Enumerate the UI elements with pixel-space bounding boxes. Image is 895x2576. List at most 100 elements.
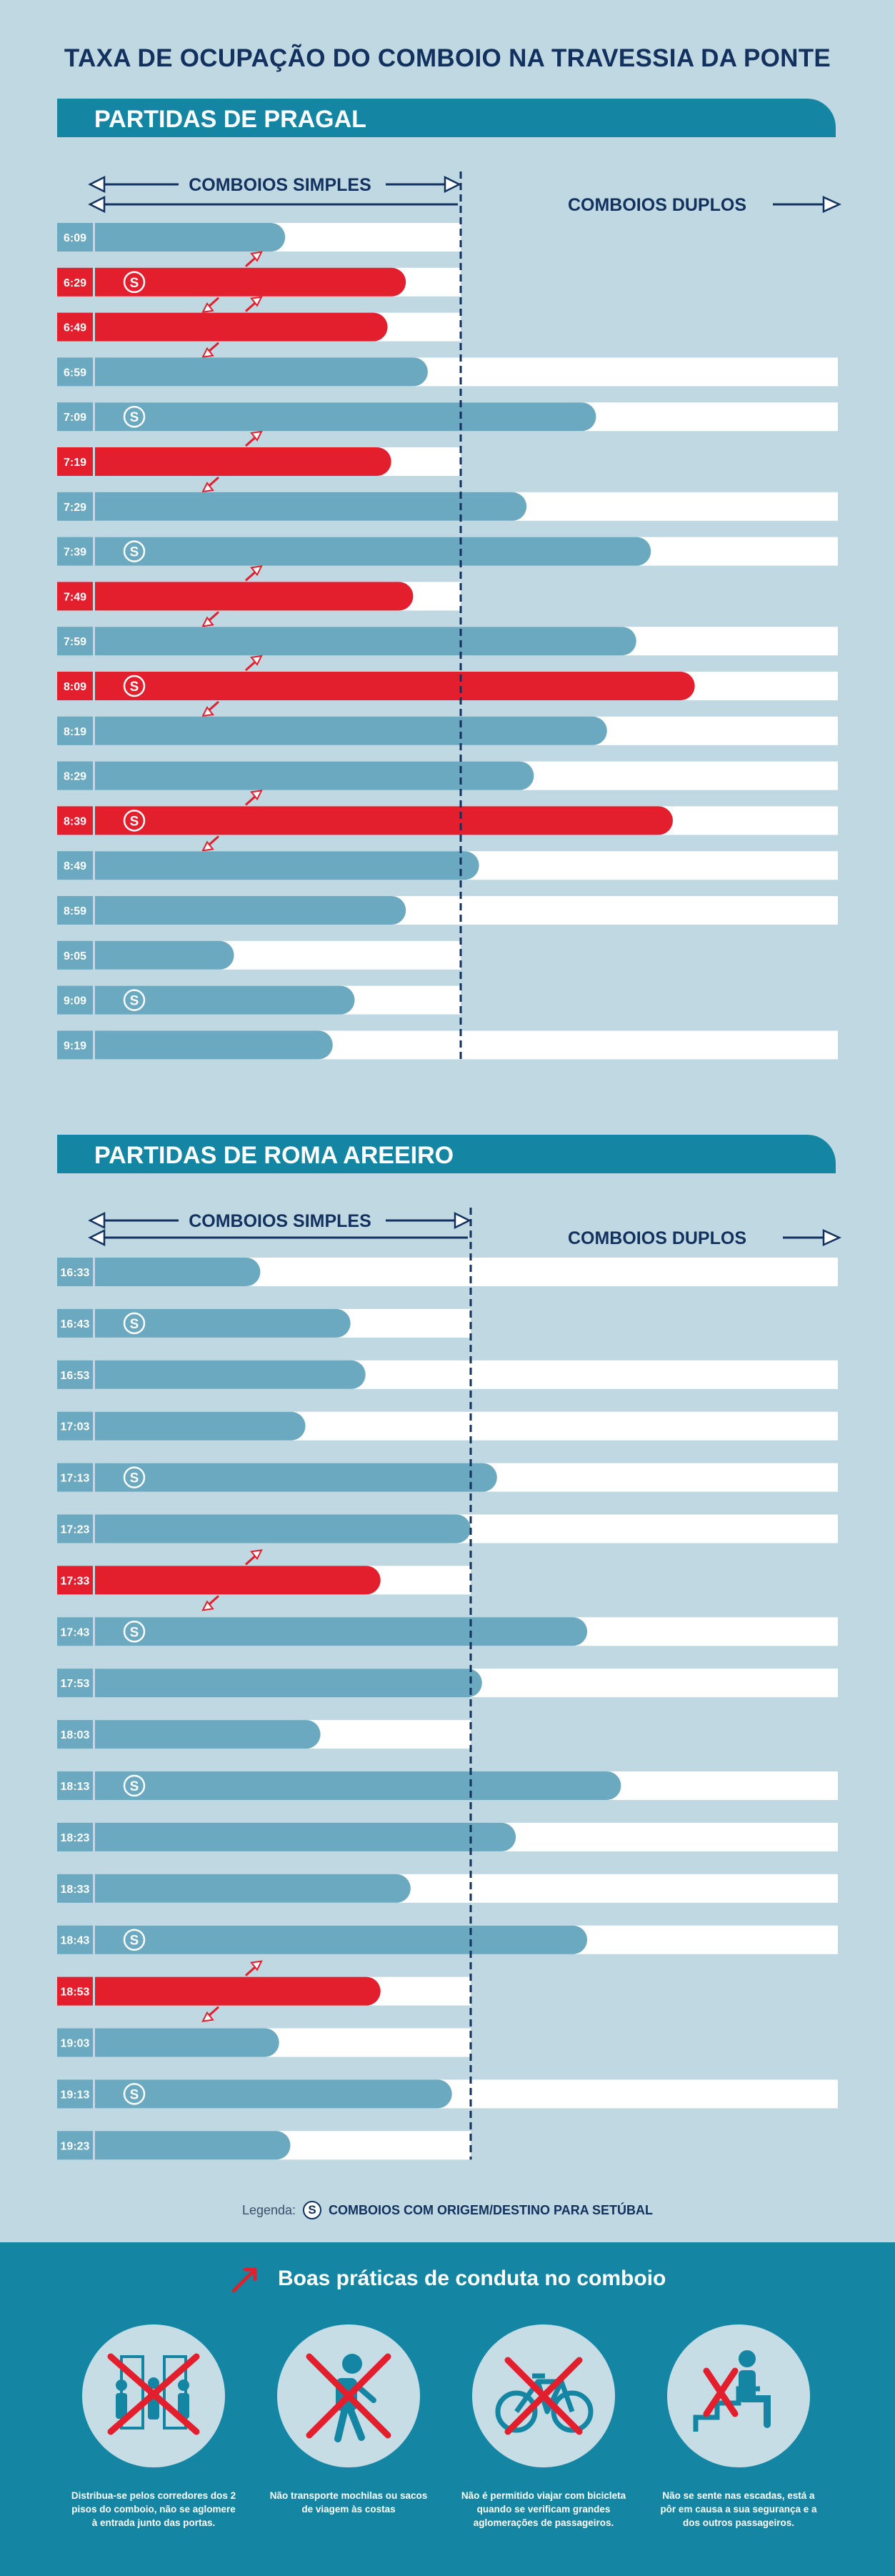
- svg-text:S: S: [130, 680, 139, 695]
- setubal-icon: S: [123, 1774, 146, 1797]
- table-row: 8:09 S: [57, 655, 838, 717]
- departure-time-label: 6:49: [64, 322, 86, 334]
- transfer-down-arrow-icon: [201, 700, 219, 717]
- table-row: 18:33: [57, 1874, 838, 1903]
- svg-text:S: S: [130, 994, 139, 1009]
- departure-label-box: [57, 1308, 93, 1338]
- table-row: 8:19: [57, 716, 838, 745]
- tip-text-distribute: Distribua-se pelos corredores dos 2 piso…: [71, 2490, 236, 2528]
- table-row: 17:53: [57, 1669, 838, 1698]
- table-row: 9:19: [57, 1030, 838, 1060]
- occupancy-bar: [95, 492, 527, 521]
- occupancy-bar: [95, 537, 651, 566]
- table-row: 17:03: [57, 1411, 838, 1441]
- simple-label: COMBOIOS SIMPLES: [189, 1211, 371, 1231]
- setubal-icon: S: [123, 2083, 146, 2105]
- double-label-bg: [462, 192, 773, 217]
- table-row: 19:03: [57, 2028, 471, 2057]
- departure-label-box: [57, 1822, 93, 1851]
- departure-time-label: 18:03: [61, 1729, 90, 1741]
- transfer-up-arrow-icon: [245, 251, 263, 267]
- departure-time-label: 18:23: [61, 1832, 90, 1844]
- table-row: 9:09 S: [57, 985, 461, 1015]
- occupancy-bar: [95, 896, 406, 925]
- table-row: 16:53: [57, 1360, 838, 1389]
- departure-time-label: 17:23: [61, 1524, 90, 1536]
- table-row: 19:13 S: [57, 2079, 838, 2109]
- occupancy-bar: [95, 1976, 381, 2006]
- setubal-icon: S: [123, 271, 146, 294]
- occupancy-bar: [95, 1669, 482, 1698]
- double-arrow-left-head: [88, 1228, 106, 1247]
- departure-time-label: 7:29: [64, 502, 86, 514]
- bicycle-icon: [495, 2357, 594, 2435]
- page-title: TAXA DE OCUPAÇÃO DO COMBOIO NA TRAVESSIA…: [64, 44, 831, 72]
- table-row: 7:29: [57, 492, 838, 521]
- passengers-doors-icon: [107, 2353, 200, 2435]
- transfer-up-arrow-icon: [245, 430, 263, 447]
- departure-label-box: [57, 1669, 93, 1698]
- occupancy-bar: [95, 1566, 381, 1595]
- occupancy-bar: [95, 761, 534, 790]
- occupancy-bar: [95, 985, 355, 1015]
- departure-label-box: [57, 1976, 93, 2006]
- legend-text: COMBOIOS COM ORIGEM/DESTINO PARA SETÚBAL: [329, 2202, 654, 2217]
- table-row: 18:53: [57, 1960, 471, 2022]
- occupancy-bar: [95, 447, 391, 476]
- departure-time-label: 6:29: [64, 277, 86, 289]
- tip-stairs: Não se sente nas escadas, está a pôr em …: [649, 2324, 828, 2530]
- table-row: 17:13 S: [57, 1463, 838, 1492]
- departure-label-box: [57, 1463, 93, 1492]
- departure-time-label: 18:13: [61, 1781, 90, 1793]
- occupancy-bar: [95, 1258, 261, 1286]
- departure-time-label: 18:43: [61, 1935, 90, 1947]
- simple-label: COMBOIOS SIMPLES: [189, 175, 371, 195]
- tip-bicycle: Não é permitido viajar com bicicleta qua…: [454, 2324, 633, 2530]
- departure-label-box: [57, 582, 93, 611]
- departure-time-label: 18:33: [61, 1884, 90, 1896]
- departure-time-label: 7:59: [64, 636, 86, 648]
- departure-label-box: [57, 806, 93, 835]
- stairs-sitting-icon: [693, 2350, 771, 2432]
- chart-header: COMBOIOS SIMPLES COMBOIOS DUPLOS: [88, 172, 842, 217]
- occupancy-bar: [95, 223, 286, 252]
- departure-label-box: [57, 851, 93, 880]
- svg-text:S: S: [130, 1625, 139, 1640]
- departure-time-label: 6:09: [64, 232, 86, 244]
- table-row: 7:09 S: [57, 402, 838, 432]
- departure-label-box: [57, 1258, 93, 1286]
- table-row: 17:43 S: [57, 1617, 838, 1646]
- departure-label-box: [57, 1720, 93, 1749]
- occupancy-bar: [95, 312, 388, 342]
- occupancy-bar: [95, 672, 695, 700]
- departure-time-label: 9:19: [64, 1040, 86, 1052]
- departure-time-label: 16:33: [61, 1267, 90, 1279]
- departure-time-label: 8:29: [64, 771, 86, 783]
- backpack-icon: [306, 2353, 391, 2442]
- departure-label-box: [57, 1514, 93, 1543]
- occupancy-bar: [95, 627, 636, 656]
- svg-text:S: S: [130, 276, 139, 291]
- footer-title: Boas práticas de conduta no comboio: [0, 2264, 895, 2295]
- tip-distribute: Distribua-se pelos corredores dos 2 piso…: [64, 2324, 243, 2530]
- svg-text:S: S: [130, 814, 139, 829]
- departure-label-box: [57, 1771, 93, 1800]
- simple-arrow-right-head: [454, 1211, 471, 1230]
- double-arrow-right-head: [822, 1229, 842, 1246]
- departure-label-box: [57, 402, 93, 432]
- svg-text:S: S: [130, 1317, 139, 1332]
- double-label-bg: [472, 1225, 783, 1250]
- transfer-up-arrow-icon: [245, 296, 263, 312]
- svg-text:S: S: [130, 410, 139, 425]
- occupancy-bar: [95, 1030, 333, 1060]
- departure-time-label: 8:59: [64, 905, 86, 917]
- departure-label-box: [57, 1617, 93, 1646]
- simple-arrow-left-head: [88, 175, 106, 194]
- departure-time-label: 8:49: [64, 860, 86, 872]
- footer-title-text: Boas práticas de conduta no comboio: [277, 2266, 666, 2290]
- occupancy-bar: [95, 582, 414, 611]
- departure-label-box: [57, 1411, 93, 1441]
- table-row: 8:59: [57, 896, 838, 925]
